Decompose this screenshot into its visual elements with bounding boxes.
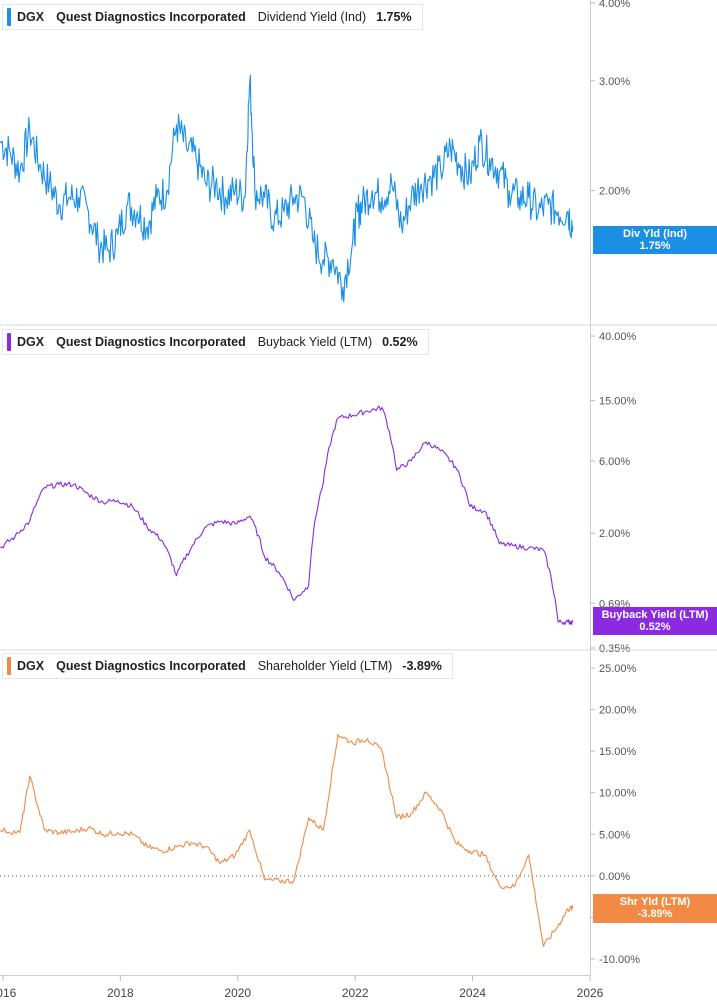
x-tick-label: 2018 [107,986,134,1000]
y-tick-label: 6.00% [599,456,630,468]
legend-metric: Shareholder Yield (LTM) [257,659,393,673]
series-swatch [7,333,11,351]
y-tick-label: 5.00% [599,829,630,841]
x-tick-label: 2020 [224,986,251,1000]
current-value-tag-dividend: Div Yld (Ind) 1.75% [593,226,717,254]
tag-label: Div Yld (Ind) [623,228,687,240]
legend-ticker: DGX [17,659,45,673]
legend-metric: Dividend Yield (Ind) [257,10,367,24]
y-tick-label: 4.00% [599,0,630,10]
tag-label: Buyback Yield (LTM) [601,609,709,621]
y-tick-label: 2.00% [599,186,630,198]
tag-value: 1.75% [639,240,671,252]
legend-panel-1: DGX Quest Diagnostics Incorporated Divid… [2,4,423,30]
legend-value: 1.75% [376,10,412,24]
legend-value: 0.52% [382,335,418,349]
y-tick-label: 3.00% [599,76,630,88]
y-tick-label: 0.35% [599,643,630,655]
y-tick-label: 2.00% [599,528,630,540]
legend-company: Quest Diagnostics Incorporated [56,659,246,673]
y-tick-label: -10.00% [599,954,640,966]
tag-label: Shr Yld (LTM) [619,896,691,908]
legend-company: Quest Diagnostics Incorporated [56,335,246,349]
legend-metric: Buyback Yield (LTM) [257,335,373,349]
x-tick-label: 2022 [342,986,369,1000]
series-line [0,405,574,626]
series-swatch [7,657,11,675]
y-tick-label: 25.00% [599,663,637,675]
legend-panel-3: DGX Quest Diagnostics Incorporated Share… [2,653,453,679]
current-value-tag-shareholder: Shr Yld (LTM) -3.89% [593,894,717,923]
tag-value: -3.89% [637,908,673,920]
series-line [0,733,574,948]
x-tick-label: 2026 [577,986,604,1000]
y-tick-label: 0.00% [599,871,630,883]
legend-ticker: DGX [17,335,45,349]
y-tick-label: 10.00% [599,788,637,800]
current-value-tag-buyback: Buyback Yield (LTM) 0.52% [593,607,717,635]
series-swatch [7,8,11,26]
legend-panel-2: DGX Quest Diagnostics Incorporated Buyba… [2,329,429,355]
legend-value: -3.89% [402,659,442,673]
x-tick-label: 2016 [0,986,17,1000]
y-tick-label: 40.00% [599,331,637,343]
y-tick-label: 15.00% [599,746,637,758]
legend-company: Quest Diagnostics Incorporated [56,10,246,24]
legend-ticker: DGX [17,10,45,24]
y-tick-label: 15.00% [599,396,637,408]
series-line [0,74,574,303]
tag-value: 0.52% [639,621,671,633]
y-tick-label: 20.00% [599,705,637,717]
x-tick-label: 2024 [459,986,486,1000]
